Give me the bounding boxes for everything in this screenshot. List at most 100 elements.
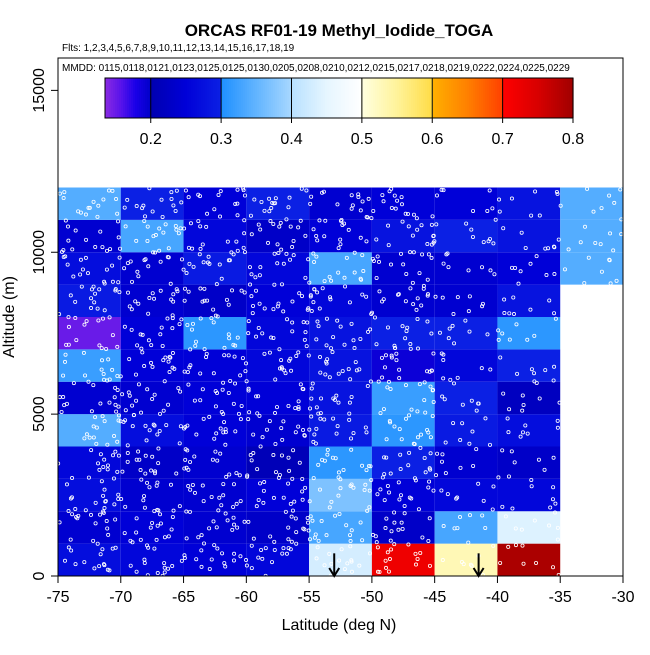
observation-point (430, 214, 435, 219)
colorbar-swatch (333, 78, 336, 118)
observation-point (409, 407, 414, 412)
observation-point (278, 220, 283, 225)
colorbar-swatch (175, 78, 178, 118)
observation-point (437, 330, 442, 335)
observation-point (385, 550, 390, 555)
heatmap-cell (434, 187, 498, 220)
observation-point (76, 209, 81, 214)
observation-point (349, 394, 354, 399)
colorbar-swatch (133, 78, 136, 118)
observation-point (244, 361, 249, 366)
colorbar-swatch (479, 78, 482, 118)
observation-point (61, 373, 66, 378)
colorbar-swatch (439, 78, 442, 118)
observation-point (98, 229, 103, 234)
observation-point (365, 215, 370, 220)
observation-point (181, 267, 186, 272)
observation-point (417, 382, 422, 387)
observation-point (515, 371, 520, 376)
observation-point (534, 560, 539, 565)
observation-point (232, 551, 237, 556)
colorbar-swatch (177, 78, 180, 118)
observation-point (233, 381, 238, 386)
observation-point (238, 554, 243, 559)
observation-point (403, 299, 408, 304)
observation-point (287, 358, 292, 363)
observation-point (241, 245, 246, 250)
observation-point (107, 188, 112, 193)
observation-point (336, 371, 341, 376)
observation-point (152, 296, 157, 301)
colorbar-swatch (153, 78, 156, 118)
observation-point (254, 394, 259, 399)
observation-point (231, 504, 236, 509)
observation-point (137, 457, 142, 462)
observation-point (143, 453, 148, 458)
observation-point (262, 306, 267, 311)
observation-point (382, 472, 387, 477)
heatmap-cell (58, 511, 121, 544)
observation-point (370, 310, 375, 315)
heatmap-cell (434, 446, 498, 479)
observation-point (271, 335, 276, 340)
observation-point (249, 294, 254, 299)
observation-point (471, 463, 476, 468)
observation-point (158, 521, 163, 526)
observation-point (202, 347, 207, 352)
observation-point (286, 455, 291, 460)
observation-point (122, 324, 127, 329)
observation-point (301, 320, 306, 325)
observation-point (212, 543, 217, 548)
observation-point (94, 425, 99, 430)
observation-point (496, 337, 501, 342)
colorbar-swatch (165, 78, 168, 118)
observation-point (235, 525, 240, 530)
observation-point (381, 199, 386, 204)
observation-point (379, 355, 384, 360)
observation-point (290, 320, 295, 325)
observation-point (291, 253, 296, 258)
observation-point (414, 216, 419, 221)
observation-point (387, 490, 392, 495)
observation-point (167, 354, 172, 359)
observation-point (221, 482, 226, 487)
observation-point (71, 381, 76, 386)
observation-point (197, 252, 202, 257)
observation-point (249, 232, 254, 237)
y-tick-label: 15000 (31, 68, 48, 113)
observation-point (110, 333, 115, 338)
observation-point (491, 484, 496, 489)
colorbar-swatch (397, 78, 400, 118)
observation-point (211, 519, 216, 524)
observation-point (322, 279, 327, 284)
observation-point (450, 323, 455, 328)
observation-point (140, 332, 145, 337)
observation-point (320, 286, 325, 291)
observation-point (329, 499, 334, 504)
observation-point (82, 560, 87, 565)
observation-point (501, 226, 506, 231)
observation-point (119, 497, 124, 502)
heatmap-cell (371, 543, 435, 576)
observation-point (500, 448, 505, 453)
observation-point (331, 416, 336, 421)
observation-point (537, 213, 542, 218)
observation-point (136, 449, 141, 454)
observation-point (222, 353, 227, 358)
observation-point (168, 482, 173, 487)
observation-point (118, 374, 123, 379)
observation-point (294, 530, 299, 535)
observation-point (170, 514, 175, 519)
observation-point (368, 464, 373, 469)
x-tick-label: -65 (172, 589, 195, 606)
colorbar-swatch (299, 78, 302, 118)
observation-point (73, 316, 78, 321)
observation-point (205, 298, 210, 303)
observation-point (242, 250, 247, 255)
observation-point (130, 424, 135, 429)
heatmap-cell (183, 349, 247, 382)
observation-point (309, 386, 314, 391)
observation-point (249, 458, 254, 463)
